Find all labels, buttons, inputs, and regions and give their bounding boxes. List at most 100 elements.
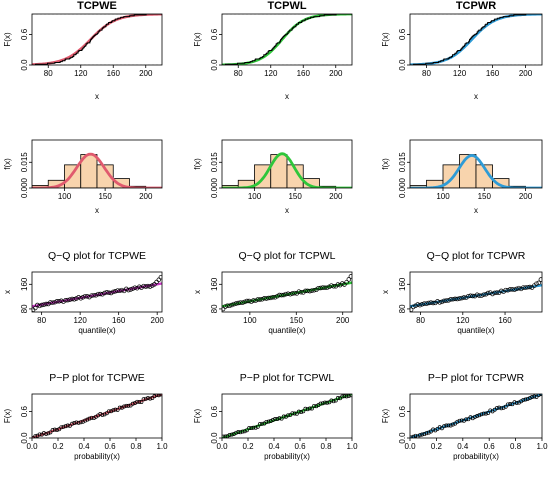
qq-point (305, 288, 310, 294)
pp-point (483, 411, 488, 416)
qq-point (331, 284, 336, 289)
y-tick-label: 0.0 (210, 432, 219, 444)
x-axis-label: x (95, 206, 99, 215)
pp-point (292, 411, 297, 416)
qq-point (303, 288, 308, 294)
x-tick-label: 0.2 (431, 442, 443, 451)
plot-area (222, 394, 352, 438)
qq-point (455, 296, 460, 302)
x-tick-label: 100 (243, 316, 257, 325)
pp-point (428, 429, 433, 434)
qq-point (322, 285, 328, 291)
qq-point (424, 301, 429, 306)
qq-point (437, 300, 442, 305)
panel-frame (221, 13, 353, 66)
pp-point (139, 400, 144, 404)
pp-point (477, 413, 482, 418)
pp-point (342, 394, 347, 399)
pp-point (156, 394, 161, 398)
pp-point (74, 420, 79, 425)
qq-point (512, 287, 517, 292)
qq-point (413, 303, 418, 309)
pp-point (426, 430, 431, 435)
pp-point (80, 419, 85, 424)
pp-point (305, 407, 310, 412)
qq-point (233, 301, 239, 306)
pp-point (98, 412, 103, 416)
qq-point (50, 300, 55, 305)
pp-point (253, 425, 258, 430)
qq-point (277, 292, 282, 298)
panel-frame (221, 139, 353, 189)
qq-point (264, 296, 269, 301)
y-axis-label: F(x) (3, 32, 12, 47)
qq-point (100, 292, 105, 297)
x-tick-label: 0.6 (294, 442, 306, 451)
x-tick-label: 150 (288, 192, 302, 201)
qq-point (52, 299, 58, 305)
pp-point (249, 426, 254, 431)
pp-point (472, 414, 477, 419)
panel-title: Q−Q plot for TCPWR (427, 250, 526, 262)
pp-point (229, 432, 234, 437)
x-tick-label: 160 (107, 69, 121, 78)
pp-point (505, 402, 510, 407)
x-tick-label: 120 (264, 69, 278, 78)
pp-point (264, 419, 269, 424)
pp-point (275, 417, 280, 421)
qq-point (426, 300, 431, 306)
pp-point (521, 397, 526, 402)
qq-point (132, 285, 138, 290)
qq-point (490, 291, 495, 297)
pp-point (536, 394, 541, 397)
qq-point (492, 290, 497, 296)
x-tick-label: 200 (519, 69, 533, 78)
pp-point (104, 411, 109, 416)
y-axis-label: F(x) (381, 32, 390, 47)
qq-point (251, 298, 256, 303)
plot-area (410, 154, 542, 188)
histogram-bar (459, 154, 477, 188)
pp-point (78, 420, 83, 425)
x-axis-label: probability(x) (74, 452, 120, 461)
qq-point (104, 290, 110, 295)
pp-point (57, 427, 62, 432)
qq-point (54, 299, 60, 304)
pp-point (309, 406, 314, 411)
pp-point (113, 407, 118, 412)
qq-point (93, 293, 99, 298)
qq-point (415, 302, 420, 307)
y-tick-label: 0.6 (210, 405, 219, 417)
x-tick-label: 80 (422, 69, 431, 78)
x-tick-label: 150 (478, 192, 492, 201)
qq-point (80, 295, 86, 300)
y-tick-label: 0.015 (398, 152, 407, 173)
pp-point (145, 396, 150, 401)
panel-cdf-tcpwe: TCPWE 80 120 160 200 0.0 0.6 x F(x) (3, 0, 163, 101)
pp-point (431, 427, 436, 432)
qq-point (236, 300, 241, 306)
fitted-cdf-curve (32, 14, 162, 65)
pp-point (501, 405, 506, 410)
pp-point (410, 435, 414, 438)
pp-point (227, 433, 232, 437)
qq-point (510, 287, 515, 292)
x-tick-label: 80 (44, 69, 53, 78)
qq-point (76, 295, 81, 300)
x-tick-label: 1.0 (346, 442, 358, 451)
qq-point (48, 300, 53, 305)
pp-point (331, 399, 336, 404)
qq-point (134, 285, 140, 291)
qq-point (262, 296, 267, 301)
qq-point (316, 285, 321, 291)
qq-point (222, 306, 226, 312)
pp-point (48, 430, 53, 435)
histogram-bar (64, 164, 82, 188)
pp-point (481, 411, 486, 416)
qq-point (244, 298, 250, 304)
x-tick-label: 160 (112, 316, 126, 325)
x-tick-label: 80 (234, 69, 243, 78)
pp-point (286, 413, 291, 418)
qq-point (37, 303, 42, 309)
pp-point (523, 397, 528, 402)
